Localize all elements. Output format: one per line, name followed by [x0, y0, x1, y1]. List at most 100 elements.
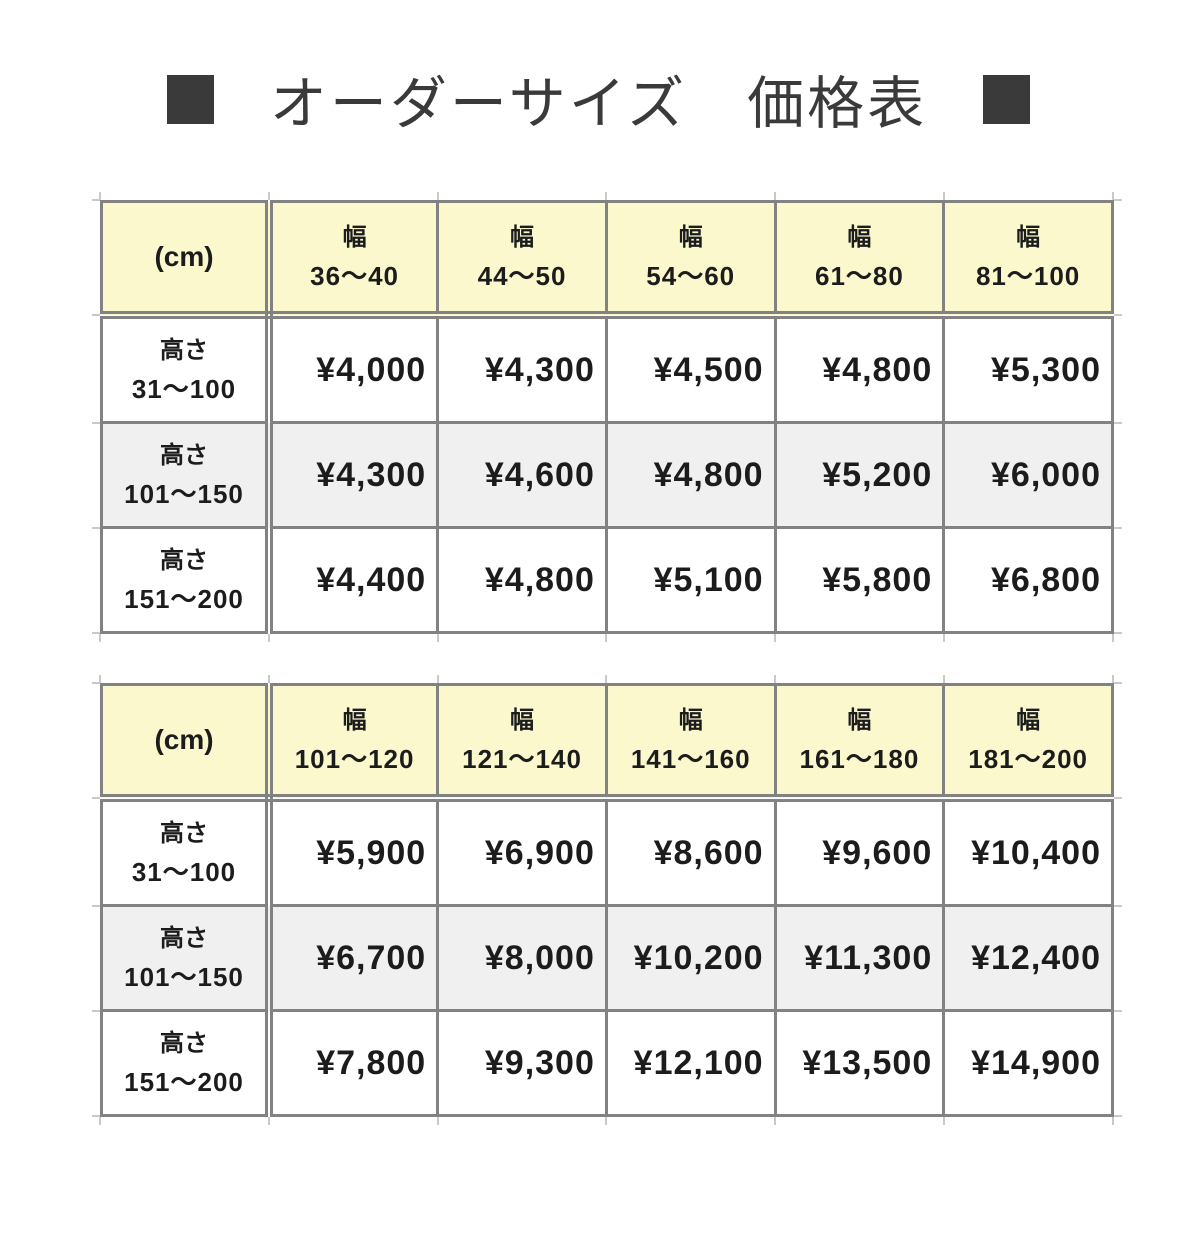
spreadsheet-gridline-stub [268, 192, 270, 200]
header-row: (cm) 幅 36～40 幅 44～50 幅 54～60 幅 61～80 幅 81～100 [100, 200, 1114, 319]
width-prefix-label: 幅 [678, 706, 703, 734]
spreadsheet-gridline-stub [1111, 1117, 1114, 1125]
height-range-label: 31～100 [131, 856, 237, 887]
price-cell: ¥11,300 [773, 904, 946, 1012]
price-cell: ¥4,000 [267, 313, 440, 424]
price-cell: ¥6,800 [942, 526, 1114, 634]
spreadsheet-gridline-stub [1114, 797, 1122, 799]
height-prefix-label: 高さ [160, 546, 208, 574]
spreadsheet-gridline-stub [605, 192, 608, 200]
table-body: 高さ 31～100 ¥5,900 ¥6,900 ¥8,600 ¥9,600 ¥10,400 高… [100, 796, 1114, 1117]
table-row: 高さ 31～100 ¥5,900 ¥6,900 ¥8,600 ¥9,600 ¥10,400 [100, 796, 1114, 907]
price-cell: ¥10,200 [604, 904, 777, 1012]
spreadsheet-gridline-stub [92, 526, 100, 529]
spreadsheet-gridline-stub [605, 675, 608, 683]
height-header-cell: 高さ 31～100 [100, 796, 273, 907]
spreadsheet-gridline-stub [99, 634, 101, 642]
price-table-large-widths-wrapper: (cm) 幅 101～120 幅 121～140 幅 141～160 幅 161～180 幅 181… [92, 675, 1122, 1125]
price-table-small-widths-wrapper: (cm) 幅 36～40 幅 44～50 幅 54～60 幅 61～80 幅 81～100 高さ 31～… [92, 192, 1122, 642]
width-header-cell: 幅 36～40 [267, 200, 440, 319]
price-cell: ¥12,100 [604, 1009, 777, 1117]
square-bullet-icon-left [166, 74, 214, 124]
spreadsheet-gridline-stub [1114, 904, 1122, 907]
width-range-label: 181～200 [968, 743, 1088, 774]
width-prefix-label: 幅 [1016, 223, 1041, 251]
price-cell: ¥9,600 [773, 796, 946, 907]
price-cell: ¥6,000 [942, 421, 1114, 529]
spreadsheet-gridline-stub [99, 192, 101, 200]
spreadsheet-gridline-stub [774, 634, 777, 642]
spreadsheet-gridline-stub [1114, 1009, 1122, 1012]
table-row: 高さ 101～150 ¥6,700 ¥8,000 ¥10,200 ¥11,300 ¥12,4… [100, 904, 1114, 1012]
spreadsheet-gridline-stub [92, 1114, 100, 1117]
spreadsheet-gridline-stub [774, 675, 777, 683]
width-range-label: 81～100 [975, 260, 1081, 291]
unit-corner-cell: (cm) [100, 200, 273, 319]
price-cell: ¥10,400 [942, 796, 1114, 907]
spreadsheet-gridline-stub [1114, 526, 1122, 529]
spreadsheet-gridline-stub [436, 192, 439, 200]
width-header-cell: 幅 181～200 [942, 683, 1114, 802]
spreadsheet-gridline-stub [1111, 634, 1114, 642]
price-cell: ¥6,900 [436, 796, 608, 907]
spreadsheet-gridline-stub [1114, 1114, 1122, 1117]
width-range-label: 44～50 [477, 260, 567, 291]
width-prefix-label: 幅 [510, 706, 535, 734]
price-cell: ¥8,600 [604, 796, 777, 907]
width-prefix-label: 幅 [342, 706, 367, 734]
spreadsheet-gridline-stub [92, 199, 100, 201]
spreadsheet-gridline-stub [268, 634, 270, 642]
spreadsheet-gridline-stub [1114, 314, 1122, 316]
width-range-label: 36～40 [310, 260, 400, 291]
height-header-cell: 高さ 101～150 [100, 904, 273, 1012]
spreadsheet-gridline-stub [92, 1009, 100, 1012]
table-body: 高さ 31～100 ¥4,000 ¥4,300 ¥4,500 ¥4,800 ¥5,300 高さ… [100, 313, 1114, 634]
width-range-label: 101～120 [294, 743, 415, 774]
price-cell: ¥7,800 [267, 1009, 440, 1117]
spreadsheet-gridline-stub [605, 1117, 608, 1125]
spreadsheet-gridline-stub [268, 675, 270, 683]
spreadsheet-gridline-stub [774, 192, 777, 200]
spreadsheet-gridline-stub [92, 314, 100, 316]
spreadsheet-gridline-stub [99, 675, 101, 683]
price-cell: ¥5,900 [267, 796, 440, 907]
price-cell: ¥6,700 [267, 904, 440, 1012]
height-range-label: 31～100 [131, 373, 237, 404]
spreadsheet-gridline-stub [942, 1117, 945, 1125]
price-table-small-widths: (cm) 幅 36～40 幅 44～50 幅 54～60 幅 61～80 幅 81～100 高さ 31～… [100, 200, 1114, 634]
width-range-label: 61～80 [814, 260, 904, 291]
spreadsheet-gridline-stub [1114, 199, 1122, 201]
spreadsheet-gridline-stub [436, 675, 439, 683]
table-row: 高さ 151～200 ¥4,400 ¥4,800 ¥5,100 ¥5,800 ¥6,800 [100, 526, 1114, 634]
spreadsheet-gridline-stub [92, 421, 100, 424]
width-prefix-label: 幅 [1016, 706, 1041, 734]
price-cell: ¥4,500 [604, 313, 777, 424]
price-cell: ¥5,300 [942, 313, 1114, 424]
spreadsheet-gridline-stub [99, 1117, 101, 1125]
page-title-row: オーダーサイズ 価格表 [0, 58, 1197, 140]
price-cell: ¥13,500 [773, 1009, 946, 1117]
spreadsheet-gridline-stub [92, 682, 100, 684]
price-table-large-widths: (cm) 幅 101～120 幅 121～140 幅 141～160 幅 161～180 幅 181… [100, 683, 1114, 1117]
spreadsheet-gridline-stub [605, 634, 608, 642]
spreadsheet-gridline-stub [92, 797, 100, 799]
spreadsheet-gridline-stub [1111, 675, 1114, 683]
page-title: オーダーサイズ 価格表 [269, 72, 928, 136]
width-header-cell: 幅 121～140 [436, 683, 608, 802]
spreadsheet-gridline-stub [1114, 421, 1122, 424]
height-range-label: 151～200 [124, 583, 244, 614]
spreadsheet-gridline-stub [942, 675, 945, 683]
price-cell: ¥9,300 [436, 1009, 608, 1117]
price-cell: ¥5,200 [773, 421, 946, 529]
height-header-cell: 高さ 31～100 [100, 313, 273, 424]
unit-corner-cell: (cm) [100, 683, 273, 802]
height-header-cell: 高さ 101～150 [100, 421, 273, 529]
width-header-cell: 幅 54～60 [604, 200, 777, 319]
price-cell: ¥12,400 [942, 904, 1114, 1012]
price-cell: ¥5,800 [773, 526, 946, 634]
height-range-label: 151～200 [124, 1066, 244, 1097]
width-prefix-label: 幅 [678, 223, 703, 251]
width-range-label: 141～160 [630, 743, 751, 774]
spreadsheet-gridline-stub [1114, 682, 1122, 684]
spreadsheet-gridline-stub [942, 192, 945, 200]
